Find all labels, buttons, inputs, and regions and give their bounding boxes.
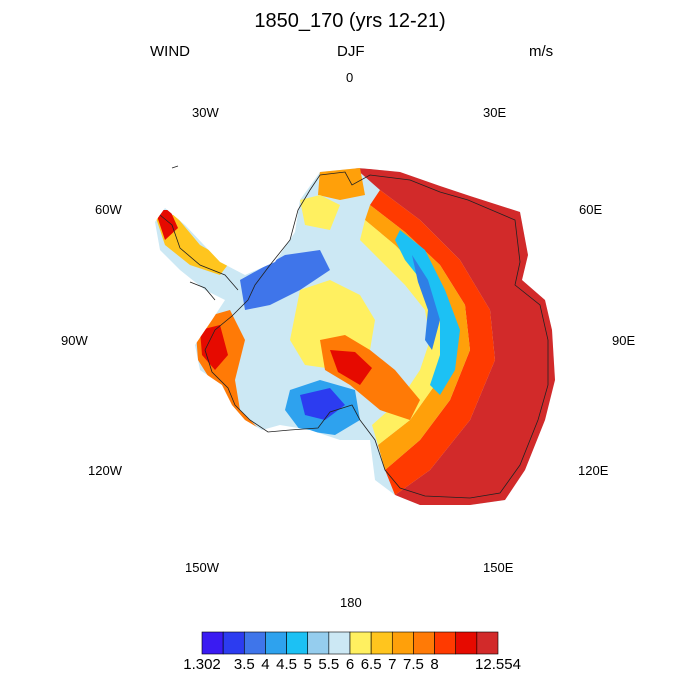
colorbar-label: 8 [430, 656, 439, 673]
colorbar-label: 6.5 [360, 656, 382, 673]
colorbar-label: 5 [303, 656, 312, 673]
wind-field [155, 168, 555, 505]
colorbar-label: 6 [345, 656, 355, 673]
lon-label-90w: 90W [61, 333, 88, 348]
peninsula-coastline [159, 214, 239, 291]
colorbar [201, 631, 499, 655]
field-blue-east-core [412, 255, 440, 350]
lon-label-30e: 30E [483, 105, 507, 120]
lon-label-60w: 60W [95, 202, 122, 217]
lon-label-90e: 90E [612, 333, 636, 348]
lon-label-120e: 120E [578, 463, 609, 478]
colorbar-label: 7 [388, 656, 397, 673]
season-label: DJF [337, 43, 365, 60]
colorbar-swatch [391, 631, 414, 655]
lon-label-150w: 150W [185, 560, 219, 575]
lon-label-150e: 150E [483, 560, 514, 575]
colorbar-swatch [286, 631, 309, 655]
field-blue-east [395, 230, 460, 395]
colorbar-swatch [201, 631, 224, 655]
field-center-red [330, 350, 372, 385]
field-band-amber-east [365, 205, 470, 470]
colorbar-swatch [455, 631, 478, 655]
colorbar-swatch [307, 631, 330, 655]
island-coastline [189, 281, 216, 301]
lon-label-60e: 60E [579, 202, 603, 217]
field-peninsula-tip [155, 210, 178, 240]
coastline [204, 171, 549, 499]
field-strong-east [355, 168, 555, 505]
field-band-yellow-east [360, 220, 450, 445]
colorbar-swatch [222, 631, 245, 655]
field-west-coast-red [200, 325, 228, 370]
colorbar-label: 3.5 [233, 656, 255, 673]
colorbar-label: 12.554 [475, 656, 521, 673]
colorbar-swatch [413, 631, 435, 655]
lon-label-30w: 30W [192, 105, 219, 120]
lon-label-120w: 120W [88, 463, 122, 478]
colorbar-label: 5.5 [318, 656, 340, 673]
field-north-coast [318, 168, 365, 200]
south-orkney-coastline [171, 165, 179, 169]
colorbar-label: 4 [261, 656, 270, 673]
field-blue-northwest [240, 250, 330, 310]
colorbar-swatch [434, 631, 457, 655]
colorbar-label: 1.302 [183, 656, 221, 673]
colorbar-swatch [328, 631, 351, 655]
field-north-coast-yellow [300, 195, 340, 230]
colorbar-swatch [349, 631, 372, 655]
lon-label-0: 0 [346, 70, 354, 85]
field-blue-southwest-core [300, 388, 345, 420]
colorbar-swatch [370, 631, 393, 655]
colorbar-label: 4.5 [276, 656, 297, 673]
plot-title: 1850_170 (yrs 12-21) [254, 10, 446, 32]
colorbar-swatch [243, 631, 266, 655]
lon-label-180: 180 [340, 595, 362, 610]
variable-label: WIND [150, 43, 190, 60]
colorbar-swatch [476, 631, 499, 655]
colorbar-swatch [265, 631, 287, 655]
units-label: m/s [529, 43, 554, 60]
colorbar-label: 7.5 [402, 656, 424, 673]
field-band-orange-east [370, 190, 495, 495]
